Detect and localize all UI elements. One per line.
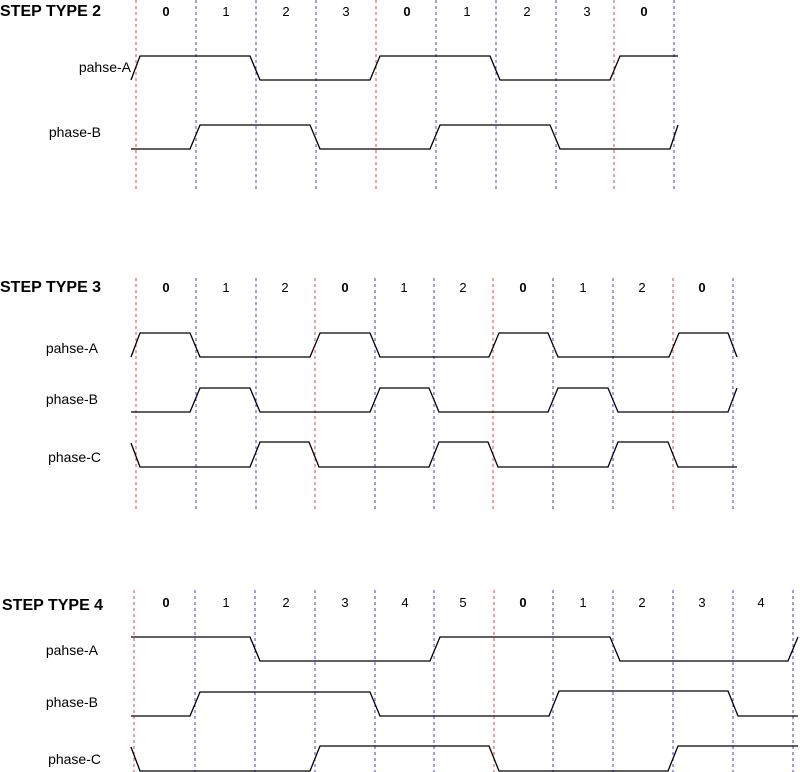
signal-label-phase-b: phase-B bbox=[46, 694, 98, 710]
step-label: 5 bbox=[459, 595, 466, 610]
step-labels: 0 1 2 0 1 2 0 1 2 0 bbox=[162, 280, 705, 295]
signal-label-phase-b: phase-B bbox=[46, 391, 98, 407]
step-label: 1 bbox=[400, 280, 407, 295]
step-label: 1 bbox=[222, 595, 229, 610]
diagram-title: STEP TYPE 2 bbox=[0, 3, 101, 20]
step-label: 0 bbox=[519, 595, 526, 610]
waveform-phase-c bbox=[130, 745, 798, 772]
step-label: 1 bbox=[579, 595, 586, 610]
diagram-step-type-2: STEP TYPE 2 0 1 2 3 0 1 2 3 0 pahse-A ph… bbox=[0, 0, 679, 192]
step-label: 0 bbox=[698, 280, 705, 295]
signal-label-phase-a: pahse-A bbox=[46, 642, 99, 658]
step-label: 4 bbox=[757, 595, 764, 610]
diagram-title: STEP TYPE 3 bbox=[0, 279, 101, 296]
signal-label-phase-a: pahse-A bbox=[79, 59, 132, 75]
step-label: 3 bbox=[342, 4, 349, 19]
step-label: 0 bbox=[162, 4, 169, 19]
diagram-title: STEP TYPE 4 bbox=[2, 597, 103, 614]
waveform-phase-c bbox=[130, 441, 737, 468]
step-label: 0 bbox=[403, 4, 410, 19]
step-label: 0 bbox=[162, 595, 169, 610]
step-labels: 0 1 2 3 0 1 2 3 0 bbox=[162, 4, 647, 19]
step-label: 1 bbox=[222, 280, 229, 295]
step-boundary-lines bbox=[133, 590, 794, 772]
step-label: 0 bbox=[162, 280, 169, 295]
step-label: 0 bbox=[519, 280, 526, 295]
step-label: 2 bbox=[282, 595, 289, 610]
step-boundary-lines bbox=[135, 0, 675, 192]
waveform-phase-a bbox=[131, 636, 799, 662]
waveform-phase-b bbox=[131, 690, 798, 717]
step-label: 2 bbox=[459, 280, 466, 295]
waveform-phase-a bbox=[130, 332, 738, 358]
signal-label-phase-b: phase-B bbox=[49, 124, 101, 140]
step-label: 0 bbox=[640, 4, 647, 19]
waveform-phase-b bbox=[131, 387, 738, 413]
step-label: 4 bbox=[401, 595, 408, 610]
step-label: 2 bbox=[281, 280, 288, 295]
signal-label-phase-c: phase-C bbox=[48, 449, 101, 465]
step-label: 3 bbox=[583, 4, 590, 19]
step-label: 3 bbox=[698, 595, 705, 610]
step-boundary-lines bbox=[135, 278, 734, 510]
step-label: 3 bbox=[341, 595, 348, 610]
signal-label-phase-a: pahse-A bbox=[46, 340, 99, 356]
step-label: 2 bbox=[523, 4, 530, 19]
diagram-step-type-3: STEP TYPE 3 0 1 2 0 1 2 0 1 2 0 pahse-A bbox=[0, 278, 738, 510]
step-label: 1 bbox=[579, 280, 586, 295]
signal-label-phase-c: phase-C bbox=[48, 751, 101, 767]
step-label: 2 bbox=[638, 280, 645, 295]
waveform-phase-b bbox=[131, 124, 679, 150]
step-label: 1 bbox=[463, 4, 470, 19]
step-labels: 0 1 2 3 4 5 0 1 2 3 4 bbox=[162, 595, 764, 610]
step-label: 2 bbox=[638, 595, 645, 610]
diagram-step-type-4: STEP TYPE 4 0 1 2 3 4 5 0 1 2 3 4 bbox=[2, 590, 799, 772]
step-label: 2 bbox=[282, 4, 289, 19]
step-label: 0 bbox=[341, 280, 348, 295]
waveform-phase-a bbox=[130, 55, 678, 81]
step-label: 1 bbox=[222, 4, 229, 19]
